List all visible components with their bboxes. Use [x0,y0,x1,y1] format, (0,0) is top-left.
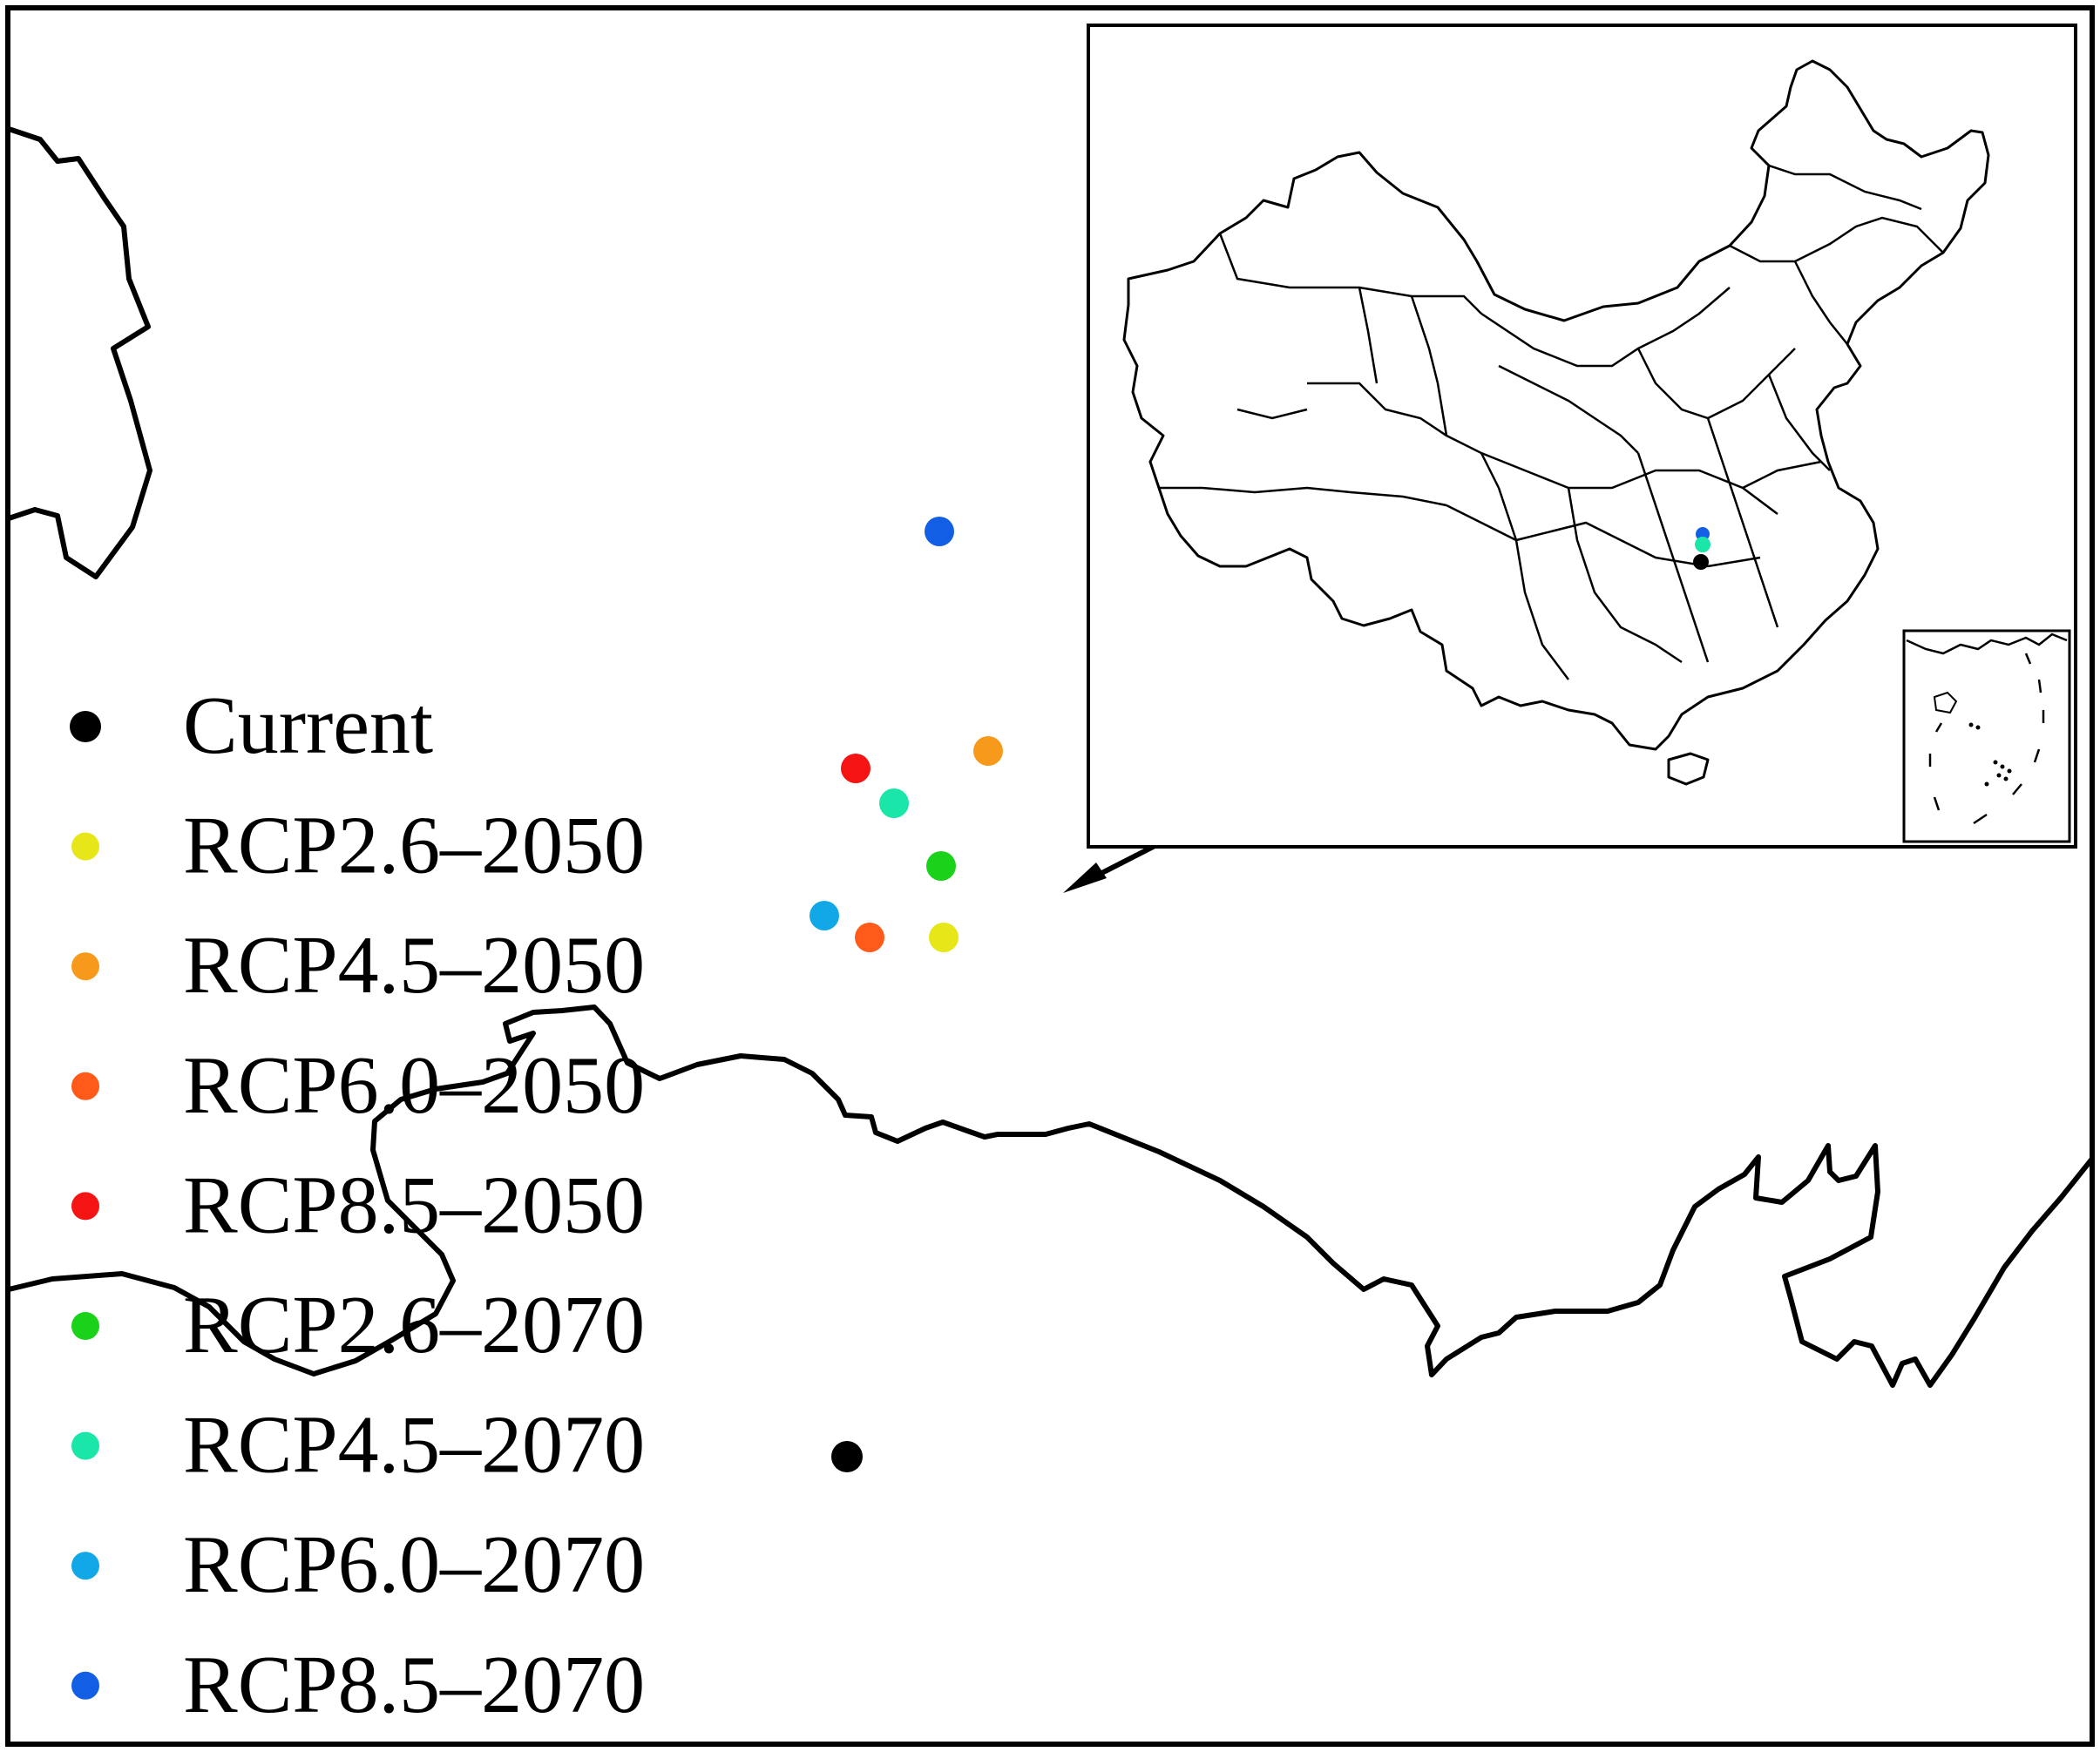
legend-item-rcp6-0-2050: RCP6.0–2050 [71,1040,645,1131]
centroid-current [831,1441,863,1472]
boundary-upper-left [8,126,152,579]
legend-item-rcp4-5-2070: RCP4.5–2070 [71,1400,645,1491]
legend-item-rcp2-6-2070: RCP2.6–2070 [71,1280,645,1370]
province-lines [1159,164,1944,680]
centroid-rcp4-5-2070 [879,788,909,818]
legend-item-rcp4-5-2050: RCP4.5–2050 [71,920,645,1011]
centroid-rcp8-5-2070 [925,517,954,546]
legend-item-rcp8-5-2070: RCP8.5–2070 [71,1640,645,1730]
legend-marker [71,1192,99,1221]
legend-item-rcp8-5-2050: RCP8.5–2050 [71,1160,645,1250]
legend-item-current: Current [70,680,433,771]
legend-label: RCP8.5–2070 [183,1640,645,1730]
legend-label: RCP6.0–2050 [183,1040,645,1131]
sub-inset-hainan [1933,691,1958,714]
sub-inset-coast [1906,632,2068,655]
china-outline [1122,59,1990,786]
centroid-rcp6-0-2070 [810,901,839,930]
legend-label: RCP8.5–2050 [183,1160,645,1250]
legend-marker [71,1072,99,1100]
legend-marker [71,952,99,981]
legend-label: RCP4.5–2070 [183,1400,645,1491]
centroid-rcp2-6-2070 [926,851,956,881]
legend-label: RCP6.0–2070 [183,1519,645,1610]
legend-marker [71,832,99,861]
legend: Current RCP2.6–2050 RCP4.5–2050 RCP6.0–2050… [70,680,645,1730]
china-inset-map [1087,24,2077,849]
legend-label: RCP2.6–2050 [183,801,645,891]
centroid-rcp2-6-2050 [929,923,959,952]
legend-marker [71,1671,99,1700]
sub-inset-islands [1968,722,2012,787]
sub-inset-frame [1902,629,2071,843]
legend-item-rcp6-0-2070: RCP6.0–2070 [71,1519,645,1610]
centroid-rcp6-0-2050 [855,923,884,952]
legend-marker [71,1312,99,1340]
inset-location-marker [1693,527,1710,570]
legend-item-rcp2-6-2050: RCP2.6–2050 [71,801,645,891]
centroid-rcp8-5-2050 [841,754,870,783]
inset-marker-green-dot [1695,537,1710,552]
province-boundaries [8,126,2095,1388]
legend-label: RCP2.6–2070 [183,1280,645,1370]
nine-dash-line [1928,653,2045,825]
legend-marker [71,1431,99,1460]
south-china-sea-inset [1902,629,2071,843]
centroid-rcp4-5-2050 [973,736,1003,766]
legend-label: RCP4.5–2050 [183,920,645,1011]
legend-label: Current [183,680,433,771]
legend-marker [70,711,101,742]
legend-marker [71,1552,99,1580]
boundary-middle [8,1005,2095,1388]
centroid-points [810,517,1003,1472]
inset-marker-current-dot [1693,554,1709,570]
arrow-head [1063,862,1107,893]
